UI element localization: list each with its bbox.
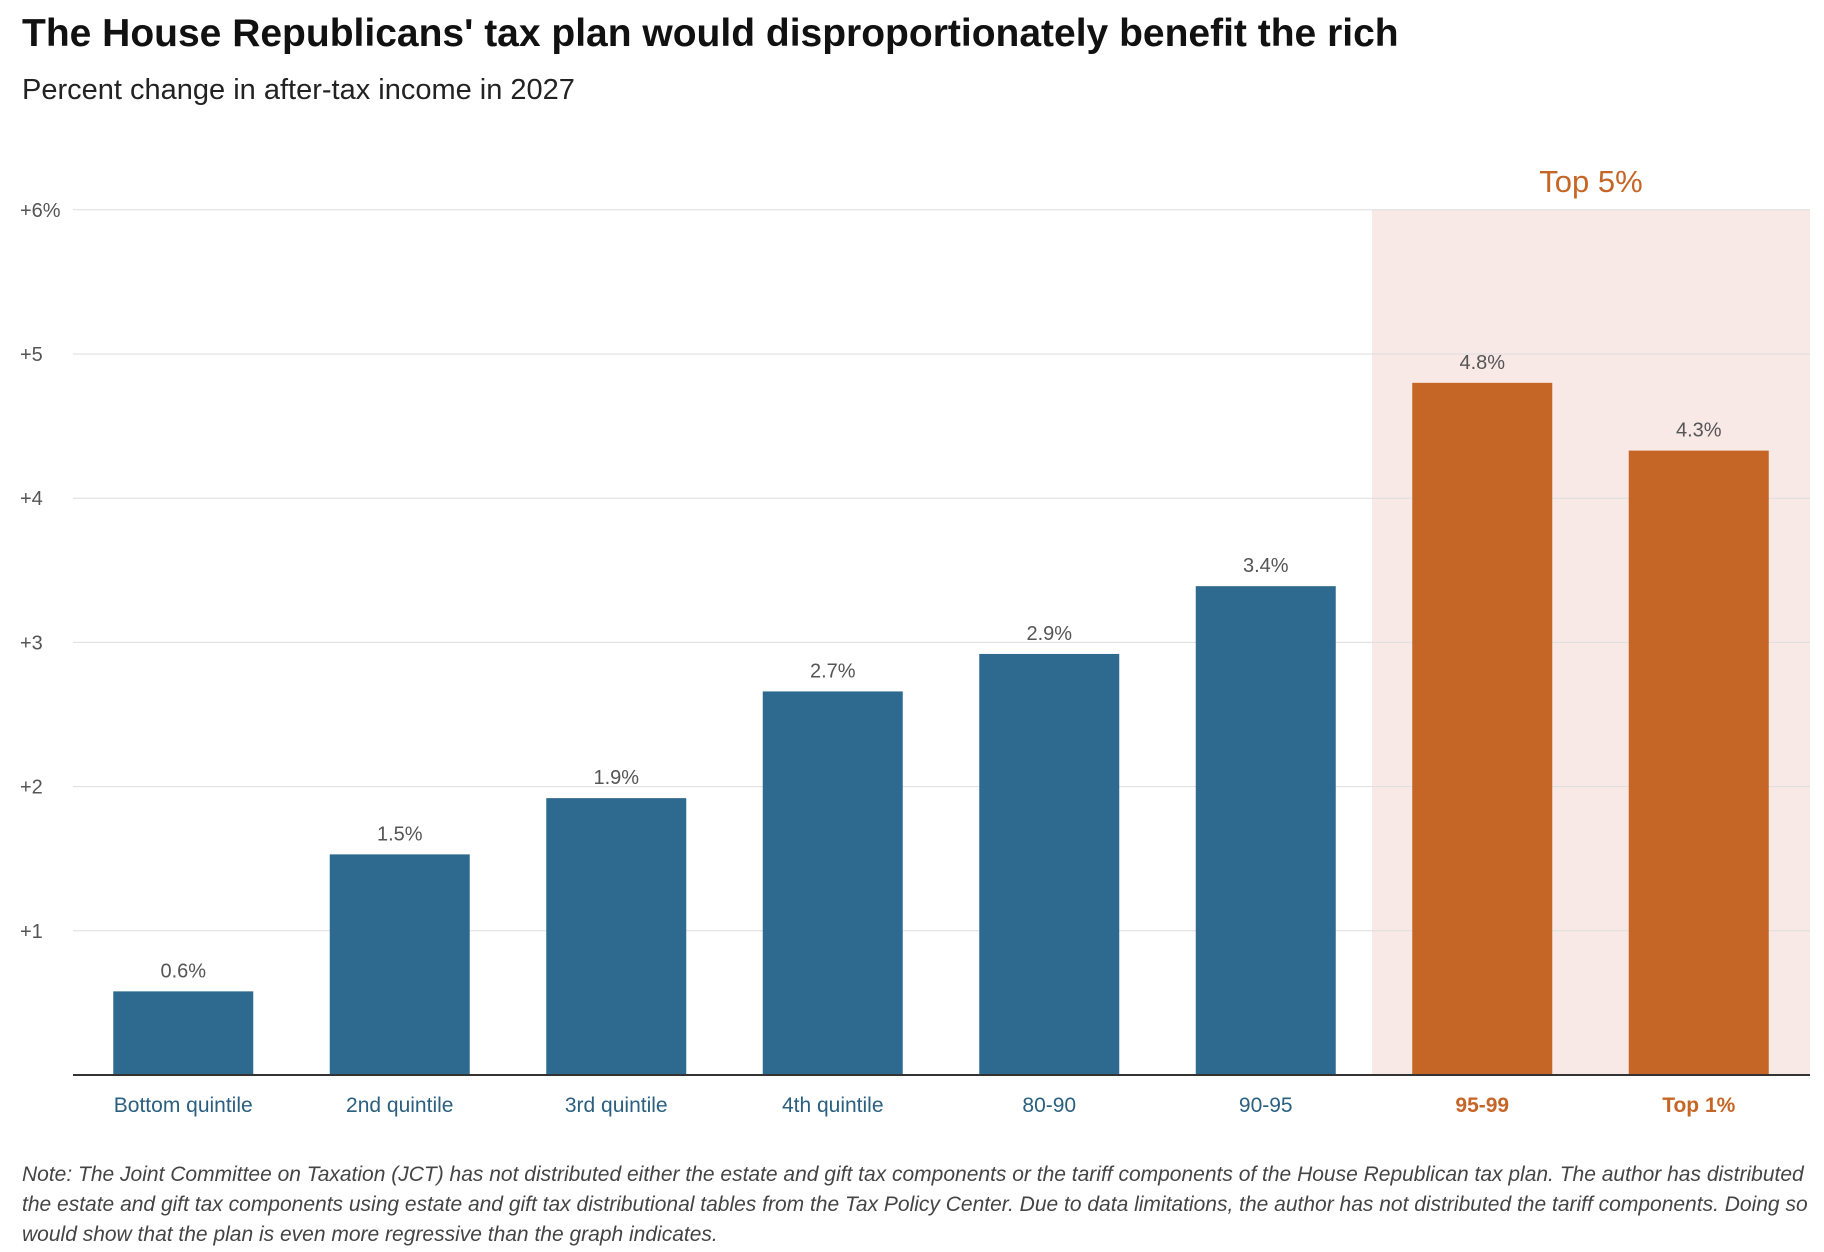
- bar-value-label: 4.8%: [1459, 352, 1505, 374]
- y-tick-label: +3: [20, 632, 43, 654]
- x-category-label: 95-99: [1455, 1094, 1509, 1117]
- y-tick-label: +4: [20, 488, 43, 510]
- bar: [1628, 450, 1769, 1075]
- bar-value-label: 0.6%: [160, 960, 206, 982]
- bar: [762, 691, 903, 1075]
- bar: [979, 653, 1120, 1075]
- y-tick-label: +5: [20, 344, 43, 366]
- x-category-label: 2nd quintile: [346, 1094, 453, 1117]
- bar: [329, 854, 470, 1075]
- bar: [546, 798, 687, 1075]
- bar-value-label: 2.7%: [810, 660, 856, 682]
- x-category-label: 80-90: [1022, 1094, 1076, 1117]
- chart-title: The House Republicans' tax plan would di…: [22, 12, 1399, 55]
- bar-value-label: 1.5%: [377, 823, 423, 845]
- bar-value-label: 1.9%: [593, 767, 639, 789]
- bar-value-label: 4.3%: [1676, 420, 1722, 442]
- bar-chart: Top 5% +1 +2 +3 +4 +5 +6% 0.6% Bottom quintile 1.…: [20, 164, 1810, 1117]
- chart-subtitle: Percent change in after-tax income in 20…: [22, 74, 575, 106]
- bar: [113, 991, 254, 1075]
- bar: [1195, 586, 1336, 1075]
- x-category-label: 4th quintile: [782, 1094, 884, 1117]
- y-tick-label: +6%: [20, 200, 61, 222]
- chart-note: Note: The Joint Committee on Taxation (J…: [22, 1163, 1808, 1246]
- x-category-label: 90-95: [1239, 1094, 1293, 1117]
- bar-value-label: 3.4%: [1243, 555, 1289, 577]
- x-category-label: 3rd quintile: [565, 1094, 668, 1117]
- y-tick-label: +1: [20, 921, 43, 943]
- bar-value-label: 2.9%: [1026, 623, 1072, 645]
- x-category-label: Bottom quintile: [114, 1094, 253, 1117]
- bar: [1412, 382, 1553, 1076]
- highlight-region-label: Top 5%: [1539, 164, 1642, 199]
- y-tick-label: +2: [20, 777, 43, 799]
- x-category-label: Top 1%: [1662, 1094, 1735, 1117]
